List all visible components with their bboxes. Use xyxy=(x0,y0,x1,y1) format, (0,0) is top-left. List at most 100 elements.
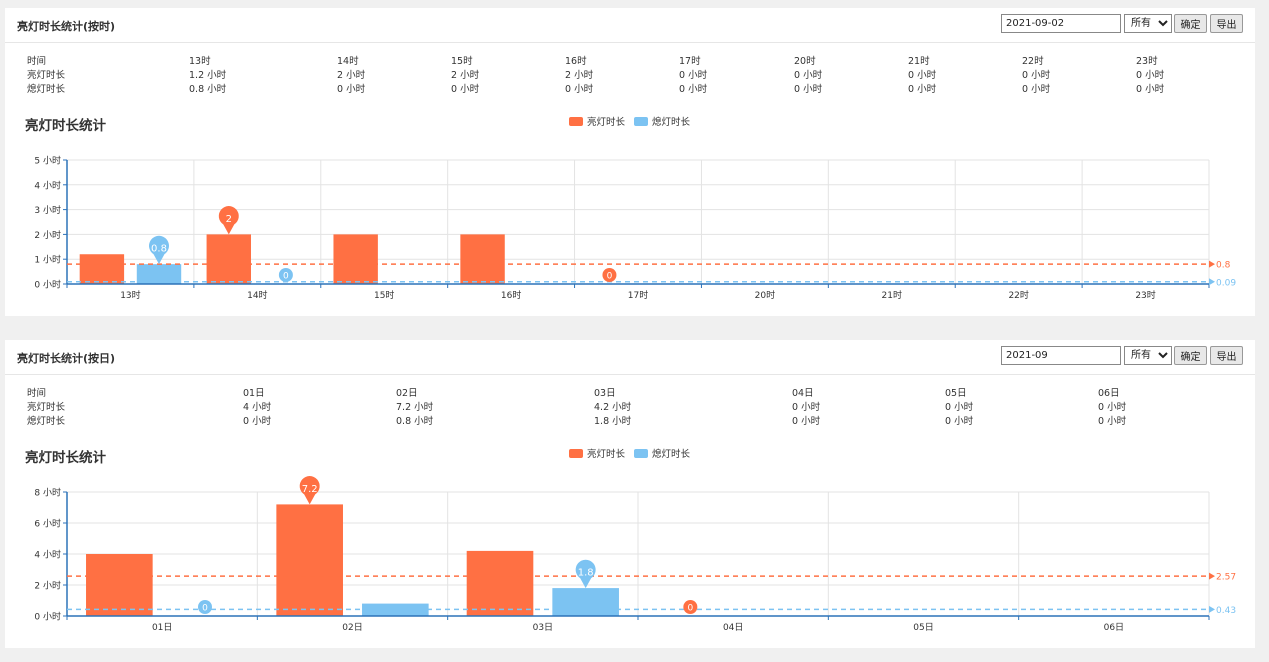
x-tick-label: 22时 xyxy=(1008,289,1028,301)
legend-item-on[interactable]: 亮灯时长 xyxy=(569,114,625,128)
bar xyxy=(206,234,251,284)
legend-swatch xyxy=(569,117,583,126)
mean-line-label: 0.43 xyxy=(1216,606,1236,616)
bar xyxy=(460,234,505,284)
legend-item-on[interactable]: 亮灯时长 xyxy=(569,446,625,460)
table-cell: 04日 xyxy=(792,388,814,399)
chart-title: 亮灯时长统计 xyxy=(25,450,106,466)
table-cell: 4 小时 xyxy=(243,402,272,413)
filter-select[interactable]: 所有 xyxy=(1124,346,1172,365)
table-cell: 20时 xyxy=(794,56,816,67)
table-cell: 2 小时 xyxy=(565,70,594,81)
table-cell: 4.2 小时 xyxy=(594,402,632,413)
table-cell: 0 小时 xyxy=(451,84,480,95)
table-cell: 02日 xyxy=(396,388,418,399)
filter-select[interactable]: 所有 xyxy=(1124,14,1172,33)
min-marker-label: 0 xyxy=(283,272,289,282)
y-tick-label: 6 小时 xyxy=(34,518,61,530)
x-tick-label: 04日 xyxy=(723,622,743,633)
bar xyxy=(276,504,343,616)
table-cell: 22时 xyxy=(1022,56,1044,67)
y-tick-label: 3 小时 xyxy=(34,204,61,216)
table-cell: 0 小时 xyxy=(945,402,974,413)
bar xyxy=(552,588,619,616)
table-cell: 15时 xyxy=(451,56,473,67)
table-cell: 14时 xyxy=(337,56,359,67)
legend-item-off[interactable]: 熄灯时长 xyxy=(634,446,690,460)
bar xyxy=(466,550,534,616)
legend-label: 亮灯时长 xyxy=(587,449,626,460)
max-marker-label: 1.8 xyxy=(578,568,594,579)
table-cell: 0 小时 xyxy=(337,84,366,95)
panel-title: 亮灯时长统计(按日) xyxy=(17,352,116,365)
table-cell: 03日 xyxy=(594,388,616,399)
legend-swatch xyxy=(634,117,648,126)
chart-title: 亮灯时长统计 xyxy=(25,118,106,134)
x-tick-label: 01日 xyxy=(152,622,172,633)
table-cell: 0 小时 xyxy=(908,70,937,81)
mean-line-arrow xyxy=(1209,605,1215,613)
bar xyxy=(136,264,182,284)
table-cell: 06日 xyxy=(1098,388,1120,399)
row-label: 熄灯时长 xyxy=(27,84,66,95)
y-tick-label: 0 小时 xyxy=(34,279,61,291)
hourly-panel: 亮灯时长统计(按时) 所有 确定 导出 时间 13时 14时 15时 16时 1… xyxy=(5,8,1255,316)
table-cell: 0 小时 xyxy=(565,84,594,95)
max-marker xyxy=(575,559,596,589)
table-cell: 0 小时 xyxy=(679,70,708,81)
x-tick-label: 06日 xyxy=(1104,622,1124,633)
month-input[interactable] xyxy=(1001,346,1121,365)
x-tick-label: 13时 xyxy=(120,289,140,301)
panel-title: 亮灯时长统计(按时) xyxy=(17,20,116,33)
table-cell: 0 小时 xyxy=(1136,84,1165,95)
mean-line-label: 0.8 xyxy=(1216,261,1231,271)
bar xyxy=(79,254,125,284)
x-tick-label: 20时 xyxy=(755,289,775,301)
table-cell: 0 小时 xyxy=(679,84,708,95)
row-label: 时间 xyxy=(27,388,47,399)
min-marker xyxy=(197,600,212,614)
table-cell: 0 小时 xyxy=(1022,70,1051,81)
table-cell: 13时 xyxy=(189,56,211,67)
row-label: 亮灯时长 xyxy=(27,402,66,413)
min-marker xyxy=(602,268,617,282)
table-cell: 0 小时 xyxy=(908,84,937,95)
table-cell: 0 小时 xyxy=(1098,416,1127,427)
table-cell: 0 小时 xyxy=(1098,402,1127,413)
x-tick-label: 23时 xyxy=(1135,289,1155,301)
table-cell: 21时 xyxy=(908,56,930,67)
mean-line-arrow xyxy=(1209,260,1215,268)
table-cell: 0 小时 xyxy=(792,402,821,413)
x-tick-label: 15时 xyxy=(374,289,394,301)
row-label: 熄灯时长 xyxy=(27,416,66,427)
x-tick-label: 17时 xyxy=(628,289,648,301)
min-marker-label: 0 xyxy=(202,604,208,614)
y-tick-label: 1 小时 xyxy=(34,254,61,266)
legend-label: 熄灯时长 xyxy=(652,449,691,460)
confirm-button[interactable]: 确定 xyxy=(1174,346,1207,365)
table-cell: 0 小时 xyxy=(794,70,823,81)
mean-line-arrow xyxy=(1209,278,1215,286)
y-tick-label: 2 小时 xyxy=(34,229,61,241)
max-marker xyxy=(218,206,239,235)
mean-line-arrow xyxy=(1209,572,1215,580)
date-input[interactable] xyxy=(1001,14,1121,33)
daily-panel: 亮灯时长统计(按日) 所有 确定 导出 时间 01日 02日 03日 04日 0… xyxy=(5,340,1255,648)
table-cell: 2 小时 xyxy=(451,70,480,81)
max-marker-label: 2 xyxy=(226,214,232,225)
export-button[interactable]: 导出 xyxy=(1210,14,1243,33)
table-cell: 0 小时 xyxy=(1022,84,1051,95)
table-cell: 17时 xyxy=(679,56,701,67)
export-button[interactable]: 导出 xyxy=(1210,346,1243,365)
table-cell: 05日 xyxy=(945,388,967,399)
table-cell: 0 小时 xyxy=(794,84,823,95)
y-tick-label: 4 小时 xyxy=(34,549,61,561)
legend-item-off[interactable]: 熄灯时长 xyxy=(634,114,690,128)
table-cell: 0 小时 xyxy=(945,416,974,427)
x-tick-label: 03日 xyxy=(533,622,553,633)
confirm-button[interactable]: 确定 xyxy=(1174,14,1207,33)
max-marker-label: 7.2 xyxy=(302,484,318,495)
row-label: 亮灯时长 xyxy=(27,70,66,81)
table-cell: 0 小时 xyxy=(1136,70,1165,81)
y-tick-label: 2 小时 xyxy=(34,580,61,592)
